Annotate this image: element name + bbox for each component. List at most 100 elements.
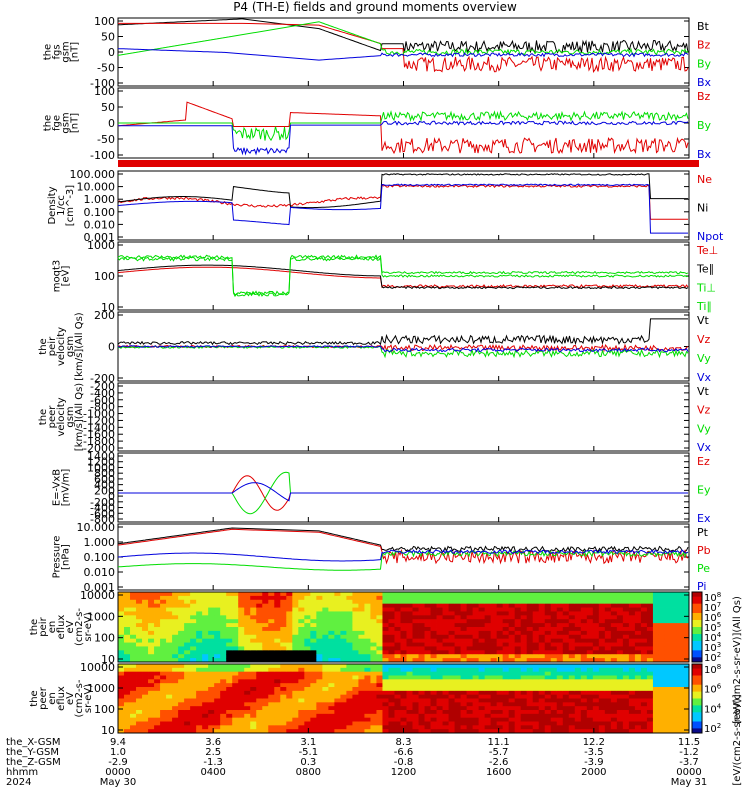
heatmap-cell (640, 690, 648, 696)
heatmap-cell (244, 638, 251, 643)
heatmap-cell (538, 607, 546, 612)
heatmap-cell (388, 713, 395, 719)
heatmap-cell (448, 698, 455, 703)
heatmap-cell (364, 713, 371, 719)
heatmap-cell (496, 627, 504, 632)
heatmap-cell (400, 623, 407, 628)
heatmap-cell (496, 607, 504, 612)
heatmap-cell (418, 694, 425, 699)
heatmap-cell (292, 683, 299, 688)
heatmap-cell (472, 683, 480, 688)
heatmap-cell (496, 650, 504, 655)
heatmap-cell (640, 603, 648, 608)
heatmap-cell (292, 638, 299, 643)
legend-Te∥: Te∥ (696, 263, 714, 276)
heatmap-cell (316, 725, 323, 730)
heatmap-cell (280, 603, 287, 608)
heatmap-cell (658, 654, 666, 659)
heatmap-cell (634, 599, 642, 605)
heatmap-cell (484, 721, 492, 726)
heatmap-cell (412, 615, 419, 620)
heatmap-cell (376, 675, 383, 680)
heatmap-cell (676, 595, 684, 601)
heatmap-cell (496, 611, 504, 616)
heatmap-cell (124, 615, 131, 620)
heatmap-cell (118, 713, 125, 719)
heatmap-cell (322, 592, 329, 597)
heatmap-cell (184, 650, 191, 655)
heatmap-cell (334, 630, 341, 636)
heatmap-cell (532, 713, 540, 719)
heatmap-cell (346, 658, 353, 663)
heatmap-cell (610, 683, 618, 688)
heatmap-cell (604, 623, 612, 628)
heatmap-cell (118, 710, 125, 715)
heatmap-cell (340, 615, 347, 620)
heatmap-cell (190, 611, 197, 616)
heatmap-cell (664, 638, 672, 643)
heatmap-cell (154, 638, 161, 643)
heatmap-cell (274, 627, 281, 632)
heatmap-cell (370, 667, 377, 673)
heatmap-cell (418, 642, 425, 647)
heatmap-cell (322, 690, 329, 696)
heatmap-cell (364, 664, 371, 669)
heatmap-cell (280, 664, 287, 669)
heatmap-cell (544, 642, 552, 647)
heatmap-cell (322, 623, 329, 628)
heatmap-cell (388, 687, 395, 692)
heatmap-cell (628, 658, 636, 663)
heatmap-cell (148, 595, 155, 601)
heatmap-cell (628, 654, 636, 659)
heatmap-cell (160, 615, 167, 620)
heatmap-cell (298, 717, 305, 722)
heatmap-cell (376, 698, 383, 703)
heatmap-cell (442, 721, 449, 726)
heatmap-cell (544, 713, 552, 719)
heatmap-cell (166, 615, 173, 620)
heatmap-cell (580, 698, 588, 703)
heatmap-cell (124, 607, 131, 612)
heatmap-cell (430, 623, 437, 628)
heatmap-cell (556, 658, 564, 663)
heatmap-cell (316, 710, 323, 715)
heatmap-cell (124, 592, 131, 597)
heatmap-cell (334, 623, 341, 628)
heatmap-cell (232, 634, 239, 640)
heatmap-cell (550, 607, 558, 612)
heatmap-cell (148, 638, 155, 643)
heatmap-cell (154, 615, 161, 620)
legend-Te⊥: Te⊥ (696, 244, 718, 257)
heatmap-cell (190, 627, 197, 632)
heatmap-cell (634, 603, 642, 608)
heatmap-cell (142, 627, 149, 632)
series-Bz (118, 22, 689, 74)
heatmap-cell (568, 630, 576, 636)
heatmap-cell (334, 650, 341, 655)
heatmap-cell (388, 683, 395, 688)
heatmap-cell (406, 623, 413, 628)
heatmap-cell (496, 713, 504, 719)
heatmap-cell (508, 664, 516, 669)
series-Bx (117, 48, 689, 61)
heatmap-cell (538, 615, 546, 620)
heatmap-cell (658, 650, 666, 655)
heatmap-cell (202, 646, 209, 651)
heatmap-cell (472, 615, 480, 620)
heatmap-cell (268, 607, 275, 612)
heatmap-cell (586, 687, 594, 692)
heatmap-cell (616, 698, 624, 703)
heatmap-cell (460, 671, 468, 676)
heatmap-cell (412, 619, 419, 624)
heatmap-cell (358, 713, 365, 719)
heatmap-cell (328, 710, 335, 715)
heatmap-cell (136, 611, 143, 616)
heatmap-cell (556, 710, 564, 715)
heatmap-cell (424, 592, 431, 597)
heatmap-cell (682, 654, 690, 659)
heatmap-cell (274, 615, 281, 620)
heatmap-cell (370, 725, 377, 730)
heatmap-cell (586, 615, 594, 620)
heatmap-cell (118, 650, 125, 655)
heatmap-cell (190, 607, 197, 612)
